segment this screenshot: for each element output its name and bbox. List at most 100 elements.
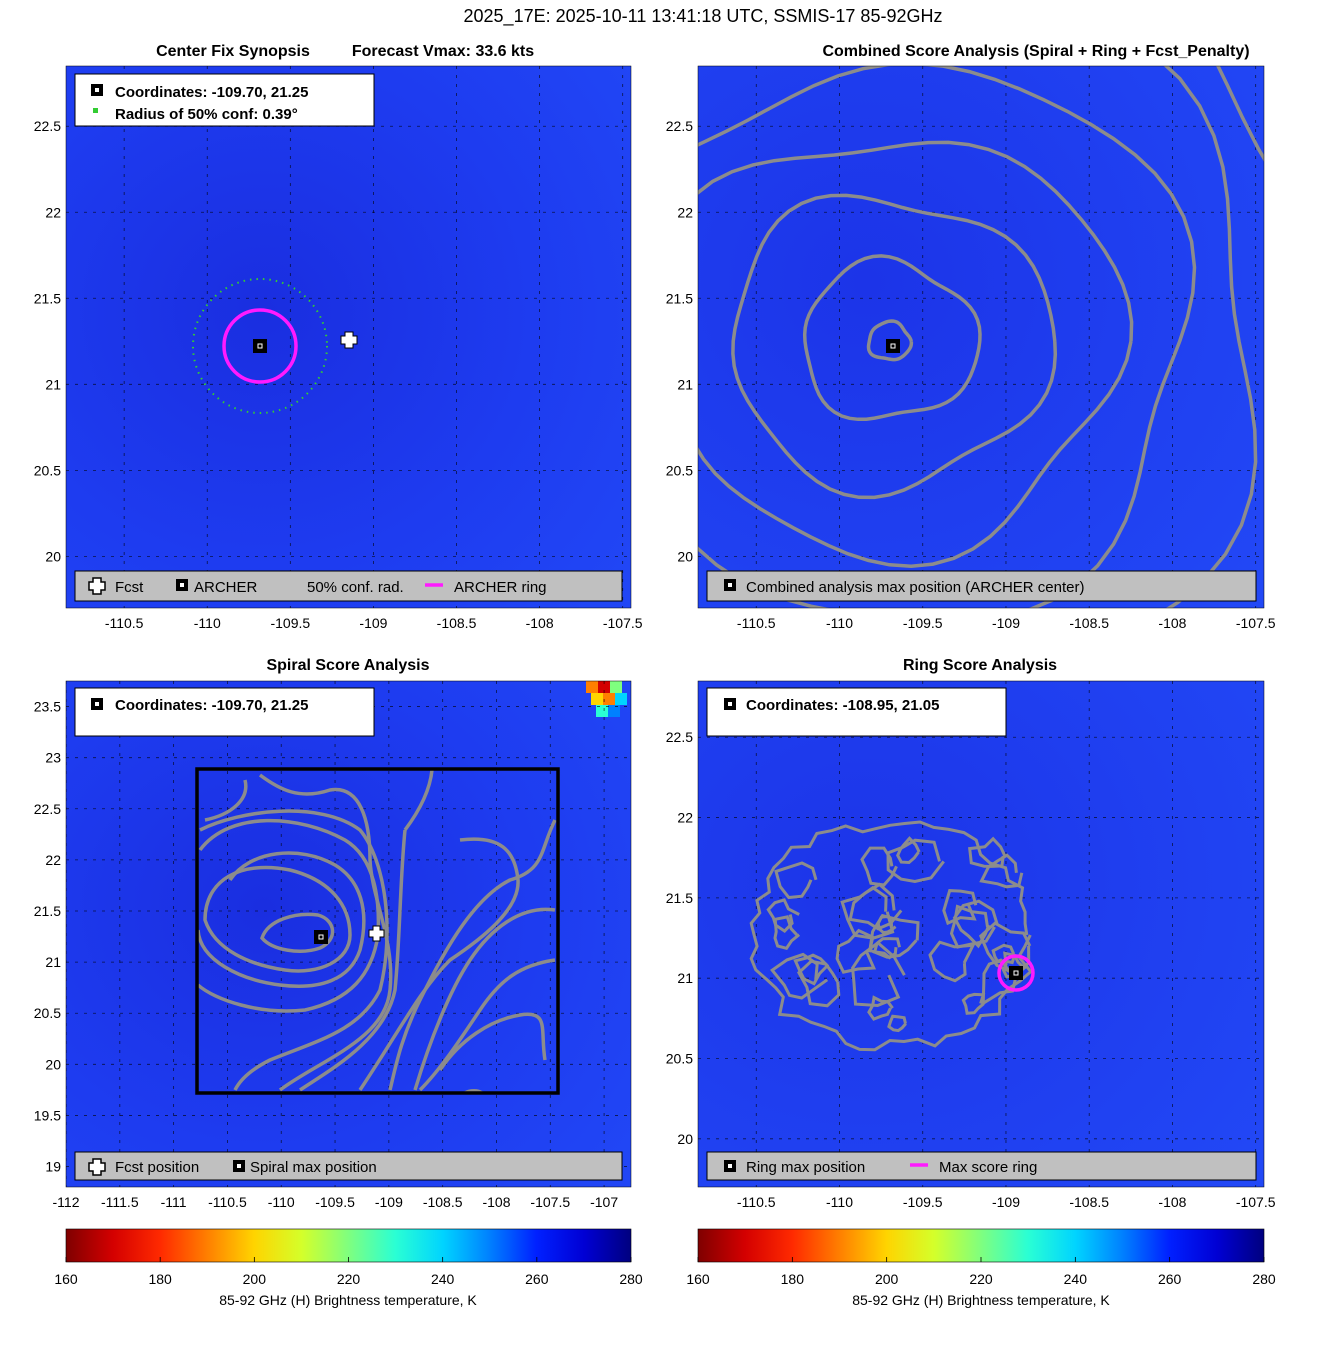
synopsis-panel: Center Fix Synopsis Forecast Vmax: 33.6 …	[34, 43, 643, 631]
ring-contour	[766, 898, 800, 934]
x-tick-label: -107.5	[603, 615, 643, 631]
ring-contour	[942, 889, 978, 926]
y-tick-label: 22.5	[666, 729, 693, 745]
combined-contour	[802, 254, 982, 422]
x-tick-label: -108	[1158, 1194, 1186, 1210]
x-tick-label: -112	[53, 1194, 80, 1210]
y-tick-label: 22	[45, 204, 61, 220]
x-tick-label: -108.5	[423, 1194, 463, 1210]
ring-contour	[848, 882, 903, 931]
combined-contour	[698, 140, 1134, 568]
combined-yticks: 20 20.5 21 21.5 22 22.5	[666, 118, 693, 564]
ring-yticks: 20 20.5 21 21.5 22 22.5	[666, 729, 693, 1147]
y-tick-label: 21.5	[34, 903, 61, 919]
x-tick-label: -110.5	[737, 1194, 776, 1210]
colorbar-left-ramp	[65, 1228, 632, 1263]
legend-fcst: Fcst	[115, 579, 144, 596]
ring-contour	[851, 940, 906, 1008]
ring-contour	[886, 838, 945, 884]
spiral-coordinates: Coordinates: -109.70, 21.25	[115, 697, 308, 714]
y-tick-label: 21	[45, 376, 61, 392]
legend-ring-max: Ring max position	[746, 1159, 865, 1176]
legend-archer-ring: ARCHER ring	[454, 579, 547, 596]
colorbar-left-label: 85-92 GHz (H) Brightness temperature, K	[219, 1292, 477, 1308]
spiral-axes-box	[65, 680, 632, 1188]
x-tick-label: -107.5	[1236, 615, 1276, 631]
y-tick-label: 22	[677, 204, 693, 220]
ring-contour	[979, 853, 1024, 889]
x-tick-label: -109	[992, 615, 1020, 631]
ring-legend-box	[706, 1151, 1257, 1181]
synopsis-grid	[66, 66, 631, 608]
colorbar-tick-label: 280	[1252, 1271, 1276, 1287]
combined-title: Combined Score Analysis (Spiral + Ring +…	[822, 43, 1249, 60]
legend-fcst-position: Fcst position	[115, 1159, 199, 1176]
y-tick-label: 23	[45, 750, 61, 766]
y-tick-label: 21	[677, 970, 693, 986]
ring-contour	[770, 952, 829, 1000]
x-tick-label: -110	[268, 1194, 295, 1210]
x-tick-label: -107.5	[1236, 1194, 1276, 1210]
x-tick-label: -108	[1158, 615, 1186, 631]
legend-combined-max: Combined analysis max position (ARCHER c…	[746, 579, 1084, 596]
colorbar-left: 160 180 200 220 240 260 280 85-92 GHz (H) Brig…	[54, 1228, 643, 1308]
ring-max-marker	[1009, 966, 1023, 980]
colorbar-tick-label: 200	[243, 1271, 267, 1287]
colorbar-right-label: 85-92 GHz (H) Brightness temperature, K	[852, 1292, 1110, 1308]
x-tick-label: -107	[590, 1194, 618, 1210]
y-tick-label: 19.5	[34, 1107, 61, 1123]
x-tick-label: -111.5	[101, 1194, 139, 1210]
spiral-info-box	[74, 687, 375, 737]
combined-axes-box	[697, 65, 1265, 609]
legend-archer: ARCHER	[194, 579, 258, 596]
y-tick-label: 22	[677, 810, 693, 826]
ring-contour	[887, 1014, 907, 1033]
colorbar-tick-label: 220	[969, 1271, 993, 1287]
y-tick-label: 21.5	[666, 290, 693, 306]
x-tick-label: -108	[482, 1194, 510, 1210]
colorbar-tick-label: 260	[1158, 1271, 1182, 1287]
y-tick-label: 22.5	[34, 118, 61, 134]
colorbar-tick-label: 240	[431, 1271, 455, 1287]
legend-max-score-ring: Max score ring	[939, 1159, 1037, 1176]
y-tick-label: 20	[45, 548, 61, 564]
fcst-marker	[340, 331, 358, 349]
synopsis-vmax: Forecast Vmax: 33.6 kts	[352, 43, 534, 60]
spiral-xticks: -112 -111.5 -111 -110.5 -110 -109.5 -109 -108.5…	[53, 1194, 619, 1210]
ring-contour	[860, 846, 898, 887]
synopsis-axes-box	[65, 65, 632, 609]
spiral-title: Spiral Score Analysis	[266, 657, 429, 674]
x-tick-label: -111	[161, 1194, 187, 1210]
combined-contour	[731, 193, 1058, 500]
spiral-search-box	[195, 767, 560, 1095]
y-tick-label: 21	[45, 954, 61, 970]
synopsis-info-box	[74, 73, 375, 127]
x-tick-label: -110	[194, 615, 221, 631]
y-tick-label: 20.5	[666, 462, 693, 478]
spiral-max-marker	[314, 930, 328, 944]
y-tick-label: 20	[45, 1056, 61, 1072]
ring-contour	[773, 915, 801, 951]
y-tick-label: 22.5	[34, 801, 61, 817]
ring-info-box	[706, 687, 1007, 737]
y-tick-label: 21	[677, 376, 693, 392]
ring-title: Ring Score Analysis	[903, 657, 1057, 674]
y-tick-label: 20.5	[666, 1050, 693, 1066]
spiral-hot-pixels	[586, 681, 627, 717]
spiral-legend-box	[74, 1151, 623, 1181]
colorbar-right-ramp	[697, 1228, 1265, 1263]
conf-dot-icon	[93, 108, 98, 113]
ring-contour	[949, 904, 996, 949]
ring-contour	[774, 861, 818, 900]
x-tick-label: -107.5	[530, 1194, 570, 1210]
ring-xticks: -110.5 -110 -109.5 -109 -108.5 -108 -107.5	[737, 1194, 1276, 1210]
colorbar-right-ticks: 160 180 200 220 240 260 280	[686, 1257, 1276, 1287]
ring-grid	[698, 681, 1264, 1187]
y-tick-label: 20	[677, 548, 693, 564]
colorbar-tick-label: 180	[781, 1271, 805, 1287]
y-tick-label: 22.5	[666, 118, 693, 134]
colorbar-tick-label: 160	[54, 1271, 78, 1287]
ring-contour	[840, 885, 895, 940]
spiral-yticks: 19 19.5 20 20.5 21 21.5 22 22.5 23 23.5	[34, 699, 61, 1175]
